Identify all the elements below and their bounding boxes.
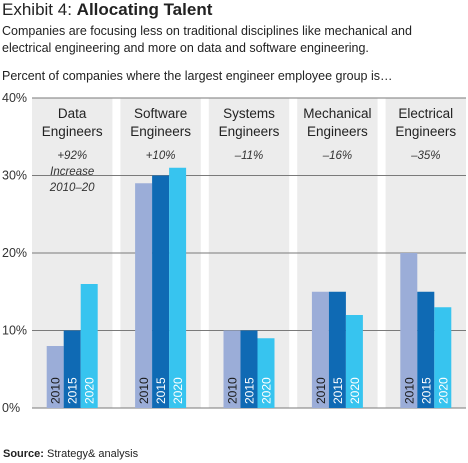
bar-year-label: 2020 bbox=[260, 377, 274, 404]
bar-year-label: 2010 bbox=[314, 377, 328, 404]
bar-2015 bbox=[240, 330, 258, 408]
bar-year-label: 2015 bbox=[243, 377, 257, 404]
bar-2015 bbox=[328, 291, 346, 408]
bar-2010 bbox=[135, 183, 153, 408]
bar-2010 bbox=[46, 346, 64, 408]
y-tick-label: 30% bbox=[2, 169, 27, 183]
group-name-line1: Systems bbox=[223, 106, 275, 121]
bar-year-label: 2010 bbox=[226, 377, 240, 404]
bar-year-label: 2020 bbox=[83, 377, 97, 404]
bar-chart: 0%10%20%30%40%2010 2015 2020DataEngineers+… bbox=[2, 91, 466, 415]
group-name-line2: Engineers bbox=[395, 124, 456, 139]
bar-2020 bbox=[169, 167, 187, 408]
group-name-line2: Engineers bbox=[307, 124, 368, 139]
y-tick-label: 10% bbox=[2, 324, 27, 338]
bar-2010 bbox=[400, 253, 418, 408]
y-tick-label: 0% bbox=[2, 401, 20, 415]
exhibit-title: Allocating Talent bbox=[76, 0, 213, 19]
group-change-label: –35% bbox=[410, 150, 440, 162]
group-name-line1: Software bbox=[134, 106, 187, 121]
chart-title: Exhibit 4: Allocating Talent bbox=[2, 0, 212, 20]
y-tick-label: 20% bbox=[2, 246, 27, 260]
bar-year-label: 2015 bbox=[154, 377, 168, 404]
bar-year-label: 2010 bbox=[137, 377, 151, 404]
chart-lead-text: Percent of companies where the largest e… bbox=[2, 69, 393, 83]
group-name-line1: Electrical bbox=[398, 106, 453, 121]
bar-2010 bbox=[223, 330, 241, 408]
bar-2020 bbox=[434, 307, 452, 408]
source-text: Strategy& analysis bbox=[47, 448, 139, 460]
bar-2020 bbox=[257, 338, 275, 408]
bar-2010 bbox=[311, 291, 329, 408]
bar-year-label: 2015 bbox=[419, 377, 433, 404]
y-tick-label: 40% bbox=[2, 91, 27, 105]
group-name-line2: Engineers bbox=[42, 124, 103, 139]
exhibit-label: Exhibit 4: bbox=[2, 0, 72, 19]
bar-2015 bbox=[417, 291, 435, 408]
bar-2020 bbox=[345, 315, 363, 408]
source-note: Source: Strategy& analysis bbox=[3, 447, 138, 461]
chart-subtitle: Companies are focusing less on tradition… bbox=[2, 24, 412, 55]
bar-year-label: 2015 bbox=[331, 377, 345, 404]
group-note-line2: 2010–20 bbox=[49, 182, 95, 194]
bar-year-label: 2020 bbox=[436, 377, 450, 404]
group-note-line1: Increase bbox=[50, 166, 94, 178]
group-name-line2: Engineers bbox=[219, 124, 280, 139]
bar-year-label: 2020 bbox=[171, 377, 185, 404]
source-label: Source: bbox=[3, 448, 44, 460]
bar-year-label: 2010 bbox=[402, 377, 416, 404]
group-change-label: –16% bbox=[322, 150, 352, 162]
bar-2020 bbox=[80, 284, 98, 408]
group-change-label: +92% bbox=[57, 150, 87, 162]
bar-year-label: 2020 bbox=[348, 377, 362, 404]
bar-year-label: 2010 bbox=[49, 377, 63, 404]
group-name-line2: Engineers bbox=[130, 124, 191, 139]
group-change-label: –11% bbox=[234, 150, 264, 162]
group-name-line1: Mechanical bbox=[303, 106, 371, 121]
group-name-line1: Data bbox=[58, 106, 87, 121]
bar-2015 bbox=[63, 330, 81, 408]
bar-2015 bbox=[152, 175, 170, 408]
bar-year-label: 2015 bbox=[66, 377, 80, 404]
group-change-label: +10% bbox=[146, 150, 176, 162]
